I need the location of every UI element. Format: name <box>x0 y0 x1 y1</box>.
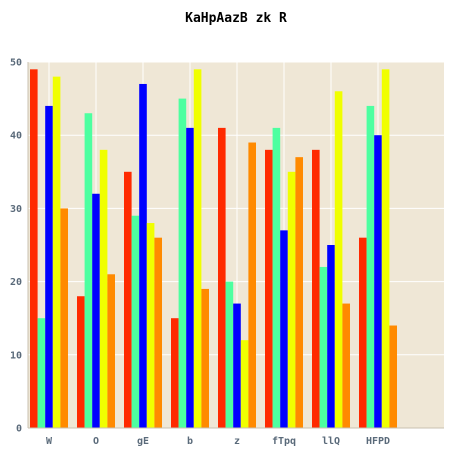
bar <box>124 171 132 429</box>
bar <box>84 113 93 429</box>
bar <box>171 318 179 428</box>
y-tick-label: 0 <box>16 424 22 435</box>
bar <box>295 157 303 428</box>
bar <box>201 288 209 428</box>
bar <box>178 98 187 428</box>
bar <box>193 69 202 428</box>
x-tick-label: fTpq <box>272 436 296 447</box>
bar <box>107 274 115 428</box>
bar <box>92 193 100 428</box>
x-tick-label: gE <box>137 436 149 447</box>
bar <box>218 127 226 428</box>
bar <box>359 237 367 428</box>
bar <box>99 149 108 428</box>
bar <box>312 149 320 428</box>
x-tick-label: z <box>234 436 240 447</box>
bar <box>233 303 241 428</box>
bar <box>60 208 68 428</box>
x-tick-label: W <box>46 436 53 447</box>
bar <box>248 142 256 428</box>
bar <box>131 215 140 428</box>
y-tick-label: 50 <box>10 58 22 69</box>
bars <box>30 69 397 429</box>
x-tick-label: HFPD <box>366 436 390 447</box>
bar <box>52 76 61 428</box>
bar <box>45 105 53 429</box>
bar <box>334 91 343 428</box>
bar <box>240 340 249 428</box>
bar <box>146 223 155 428</box>
bar <box>381 69 390 428</box>
y-tick-label: 20 <box>10 277 22 288</box>
bar <box>272 127 281 428</box>
bar <box>186 127 194 428</box>
chart-title: KaHpAazB zk R <box>185 11 287 26</box>
bar <box>139 83 147 429</box>
y-tick-label: 10 <box>10 350 22 361</box>
y-tick-label: 30 <box>10 204 22 215</box>
x-tick-label: O <box>93 436 99 447</box>
bar <box>319 266 328 428</box>
bar <box>287 171 296 429</box>
bar <box>154 237 162 428</box>
x-tick-label: b <box>187 436 193 447</box>
bar <box>280 230 288 428</box>
bar <box>77 296 85 428</box>
bar <box>225 281 234 428</box>
bar <box>265 149 273 428</box>
bar <box>366 105 375 429</box>
bar <box>342 303 350 428</box>
x-tick-label: llQ <box>322 436 340 447</box>
y-tick-label: 40 <box>10 131 22 142</box>
bar <box>389 325 397 428</box>
bar <box>37 318 46 428</box>
bar <box>374 135 382 428</box>
bar <box>30 69 38 428</box>
bar <box>327 245 335 428</box>
